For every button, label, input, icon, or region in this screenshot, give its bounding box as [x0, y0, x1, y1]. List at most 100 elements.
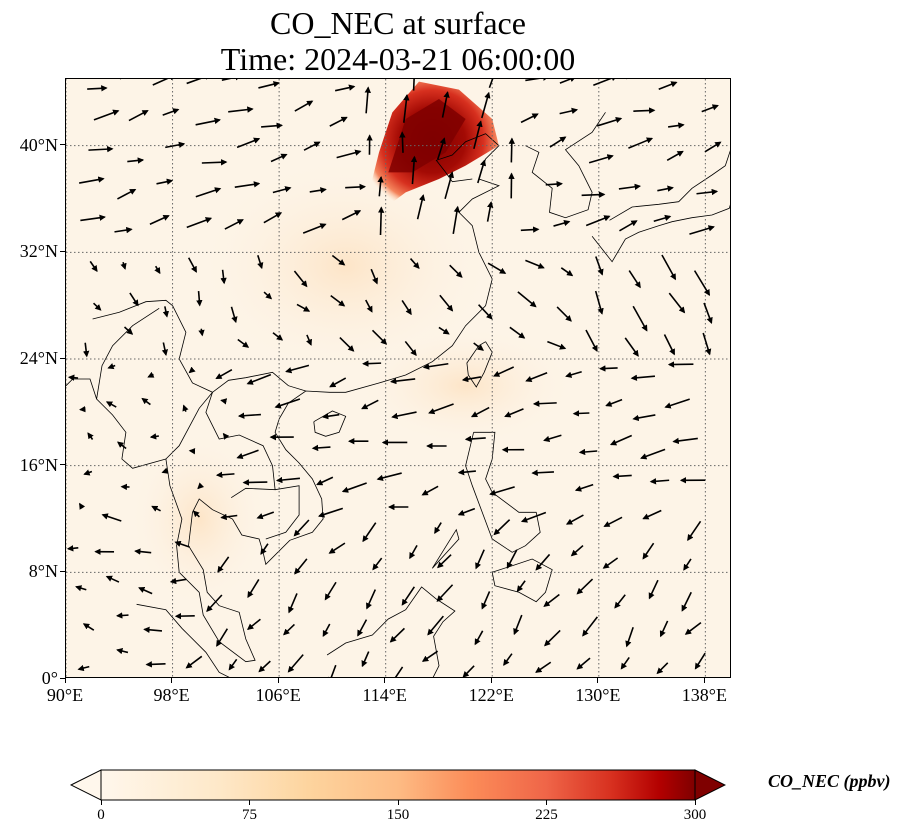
wind-arrow	[596, 116, 623, 127]
wind-arrow	[668, 122, 685, 129]
wind-arrow	[77, 664, 90, 672]
wind-arrow	[462, 665, 475, 677]
wind-arrow	[246, 373, 272, 385]
lon-tick-label: 114°E	[362, 685, 407, 705]
wind-arrow	[614, 594, 626, 609]
wind-arrow	[559, 79, 577, 84]
wind-arrow	[67, 374, 79, 381]
wind-arrow	[247, 578, 260, 599]
wind-arrow	[377, 206, 385, 235]
wind-arrow	[311, 444, 331, 452]
wind-arrow	[258, 81, 280, 89]
wind-arrow	[330, 294, 346, 307]
wind-arrow	[624, 337, 639, 357]
wind-arrow	[288, 593, 298, 614]
wind-arrow	[293, 270, 308, 288]
wind-arrow	[694, 652, 706, 670]
wind-arrow	[283, 623, 295, 636]
wind-arrow	[427, 615, 444, 636]
map-subtitle-time: Time: 2024-03-21 06:00:00	[220, 41, 576, 77]
wind-arrow	[321, 413, 340, 420]
wind-arrow	[663, 334, 676, 356]
wind-arrow	[434, 522, 442, 534]
colorbar-tick-mark	[249, 800, 250, 805]
wind-arrow	[165, 141, 186, 149]
wind-arrow	[162, 108, 180, 116]
wind-arrow	[246, 618, 261, 631]
wind-arrow	[182, 404, 189, 412]
wind-arrow	[222, 432, 230, 440]
wind-arrow	[89, 260, 98, 273]
wind-arrow	[545, 180, 563, 188]
wind-arrow	[506, 549, 518, 569]
wind-arrow	[156, 178, 174, 185]
wind-arrow	[293, 519, 310, 537]
lon-tick-label: 130°E	[575, 685, 621, 705]
wind-arrow	[83, 469, 93, 476]
lat-tick-mark	[60, 464, 65, 466]
wind-arrow	[394, 666, 404, 677]
wind-arrow	[331, 254, 346, 266]
wind-arrow	[574, 483, 594, 492]
wind-arrow	[361, 651, 370, 668]
wind-arrow	[578, 448, 598, 456]
colorbar-tick-mark	[694, 800, 696, 805]
wind-arrow	[154, 265, 161, 275]
lon-tick-mark	[384, 678, 386, 683]
wind-arrow	[357, 619, 368, 637]
border-myanmar-india	[96, 307, 160, 400]
lat-tick-label: 40°N	[19, 134, 58, 155]
coastline-taiwan	[466, 341, 493, 388]
lat-tick-label: 32°N	[19, 241, 58, 262]
wind-arrow	[513, 614, 523, 636]
coastline-borneo	[326, 586, 456, 677]
wind-arrow	[147, 371, 155, 378]
wind-arrow	[195, 117, 221, 126]
wind-arrow	[270, 153, 288, 163]
wind-arrow	[115, 612, 129, 619]
wind-arrow	[632, 305, 648, 332]
wind-arrow	[628, 137, 654, 149]
wind-arrow	[401, 586, 416, 606]
wind-arrow	[632, 414, 656, 422]
map-panel	[65, 78, 731, 678]
wind-arrow	[138, 587, 153, 595]
colorbar-tick-label: 300	[683, 807, 707, 823]
wind-arrow	[605, 398, 623, 407]
wind-arrow	[296, 303, 311, 312]
wind-arrow	[628, 270, 641, 289]
wind-arrow	[437, 554, 452, 569]
wind-arrow	[532, 400, 557, 407]
wind-arrow	[535, 553, 551, 571]
lon-tick-mark	[490, 678, 492, 683]
colorbar-tick-label: 75	[242, 807, 257, 823]
wind-arrow	[345, 183, 366, 191]
wind-arrow	[520, 511, 547, 523]
lat-tick-mark	[60, 250, 65, 252]
wind-arrow	[520, 226, 540, 233]
wind-arrow	[134, 548, 152, 555]
wind-arrow	[489, 486, 515, 496]
wind-arrow	[478, 304, 493, 320]
wind-arrow	[640, 448, 666, 460]
coastline-mainland	[66, 145, 500, 663]
colorbar-tick-mark	[546, 800, 547, 805]
wind-arrow	[376, 472, 402, 481]
wind-arrow	[195, 187, 222, 198]
wind-arrow	[217, 556, 230, 573]
wind-arrow	[365, 299, 373, 313]
wind-arrow	[473, 342, 484, 351]
wind-arrow	[684, 621, 702, 635]
wind-arrow	[362, 522, 377, 543]
wind-arrow	[371, 329, 388, 345]
wind-arrow	[481, 591, 491, 610]
haze-region	[195, 155, 496, 376]
lat-tick-mark	[60, 357, 65, 359]
wind-arrow	[441, 91, 450, 118]
wind-arrow	[303, 141, 321, 151]
wind-arrow	[370, 268, 379, 285]
wind-arrow	[260, 543, 269, 555]
wind-arrow	[672, 437, 698, 445]
wind-arrow	[653, 214, 672, 223]
wind-arrow	[186, 79, 212, 85]
